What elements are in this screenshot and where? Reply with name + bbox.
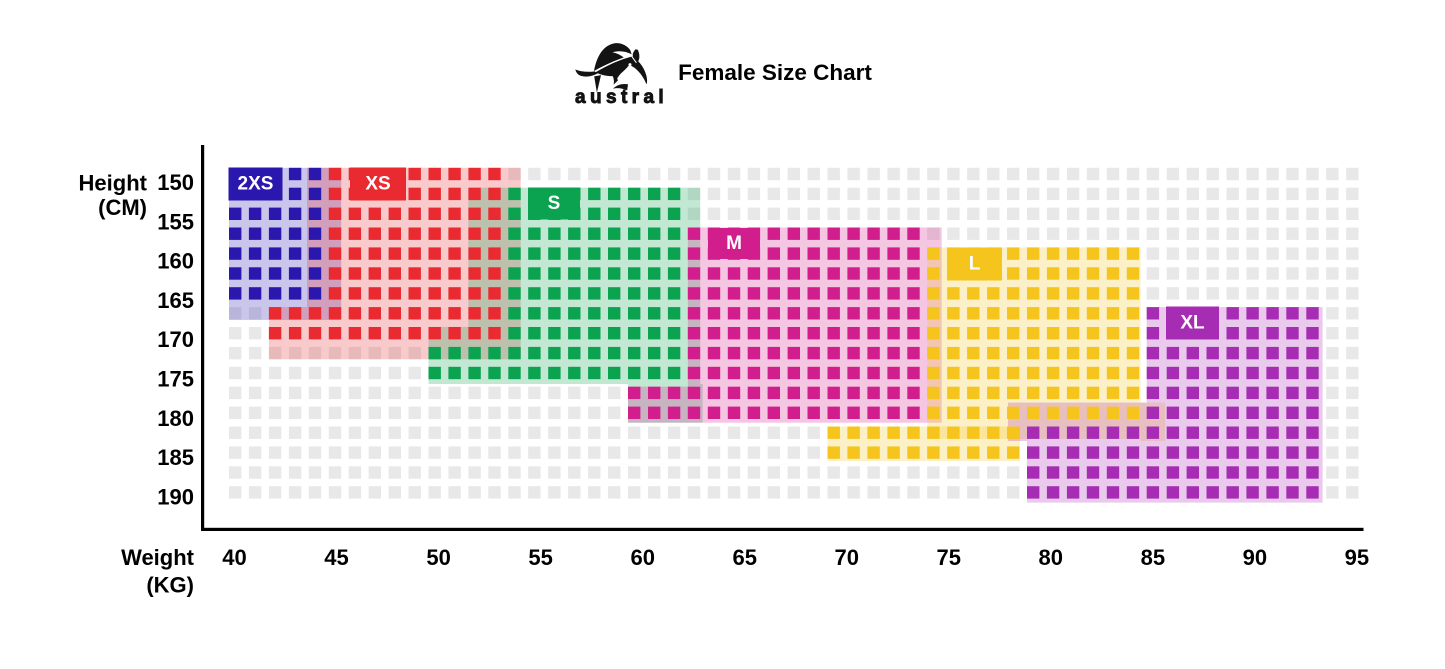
svg-text:80: 80 [1039,545,1063,570]
svg-text:160: 160 [157,249,194,274]
svg-text:150: 150 [157,170,194,195]
svg-text:XS: XS [365,174,390,195]
svg-text:90: 90 [1243,545,1267,570]
svg-text:XL: XL [1180,313,1205,334]
svg-text:L: L [969,254,981,275]
svg-text:Height: Height [79,171,148,196]
svg-text:85: 85 [1141,545,1165,570]
svg-text:95: 95 [1345,545,1369,570]
svg-text:austral: austral [575,87,668,108]
svg-text:155: 155 [157,209,194,234]
svg-text:Female Size Chart: Female Size Chart [678,60,872,85]
svg-text:40: 40 [222,545,246,570]
svg-text:M: M [726,233,742,254]
svg-text:70: 70 [834,545,858,570]
svg-text:180: 180 [157,406,194,431]
svg-text:60: 60 [630,545,654,570]
svg-text:2XS: 2XS [238,174,274,195]
svg-text:170: 170 [157,327,194,352]
svg-text:190: 190 [157,484,194,509]
svg-text:(KG): (KG) [146,573,194,598]
svg-text:165: 165 [157,288,194,313]
svg-text:S: S [548,193,561,214]
svg-text:50: 50 [426,545,450,570]
svg-text:(CM): (CM) [98,195,147,220]
svg-text:55: 55 [528,545,552,570]
svg-text:Weight: Weight [121,545,195,570]
svg-text:75: 75 [937,545,961,570]
svg-text:185: 185 [157,445,194,470]
svg-text:175: 175 [157,367,194,392]
svg-text:45: 45 [324,545,348,570]
svg-text:65: 65 [732,545,756,570]
